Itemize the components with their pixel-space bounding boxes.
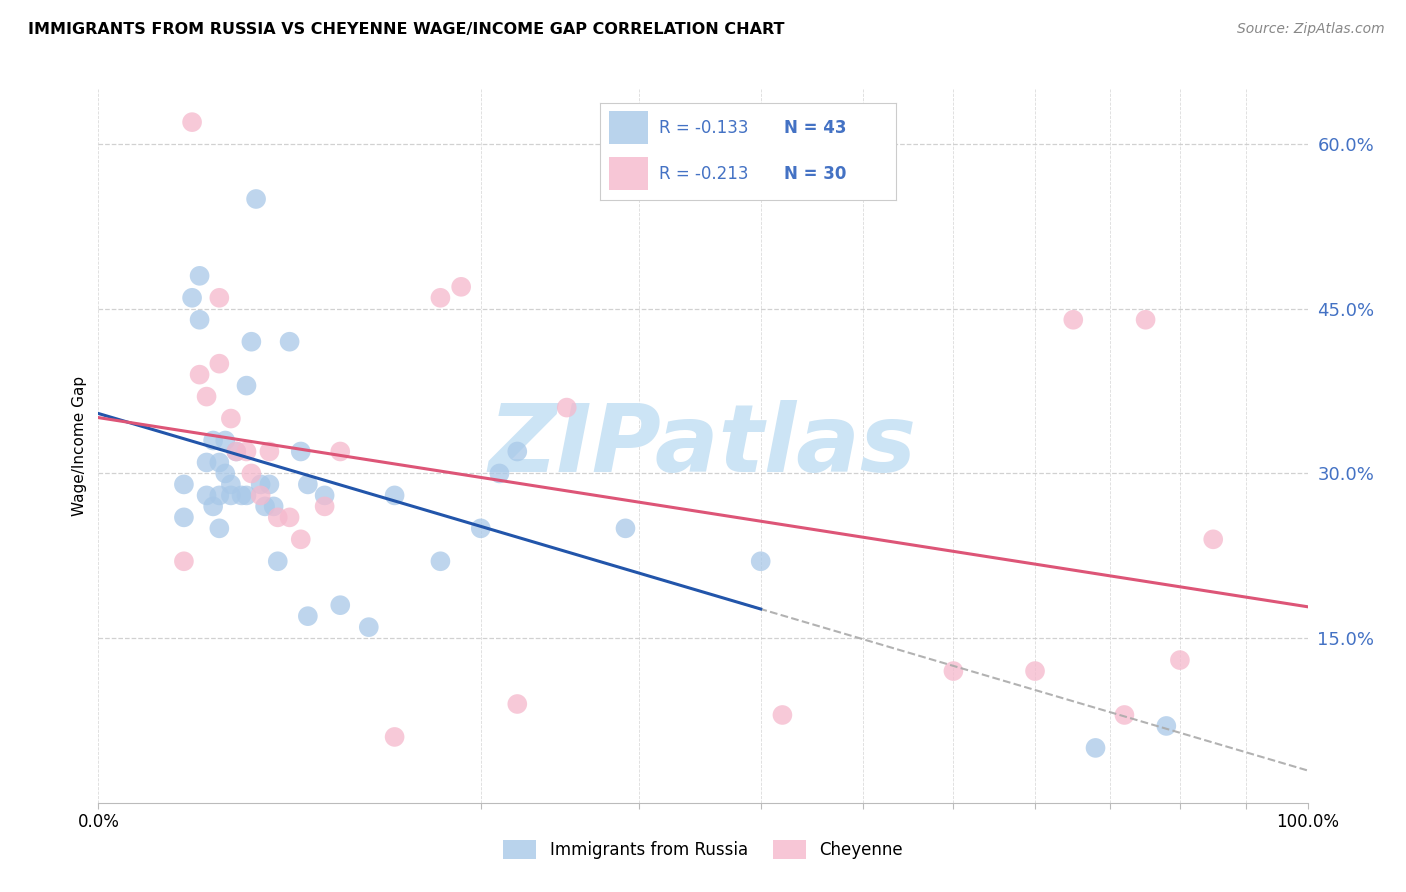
Point	[249, 477, 271, 491]
Point	[770, 708, 793, 723]
Y-axis label: Wage/Income Gap: Wage/Income Gap	[72, 376, 87, 516]
Point	[235, 444, 257, 458]
Point	[429, 291, 451, 305]
Point	[749, 554, 772, 568]
Legend: Immigrants from Russia, Cheyenne: Immigrants from Russia, Cheyenne	[496, 833, 910, 866]
Point	[314, 500, 336, 514]
Point	[225, 444, 247, 458]
Point	[259, 477, 281, 491]
Text: IMMIGRANTS FROM RUSSIA VS CHEYENNE WAGE/INCOME GAP CORRELATION CHART: IMMIGRANTS FROM RUSSIA VS CHEYENNE WAGE/…	[28, 22, 785, 37]
Point	[219, 411, 242, 425]
Point	[357, 620, 380, 634]
Point	[173, 554, 195, 568]
Point	[231, 488, 253, 502]
Point	[195, 488, 218, 502]
Point	[1156, 719, 1178, 733]
Point	[297, 477, 319, 491]
Point	[202, 434, 225, 448]
Point	[173, 510, 195, 524]
Point	[278, 510, 301, 524]
Point	[267, 510, 290, 524]
Point	[214, 467, 236, 481]
Point	[450, 280, 472, 294]
Point	[429, 554, 451, 568]
Point	[470, 521, 492, 535]
Point	[188, 312, 211, 326]
Point	[235, 488, 257, 502]
Point	[614, 521, 637, 535]
Point	[384, 488, 406, 502]
Point	[488, 467, 510, 481]
Point	[942, 664, 965, 678]
Point	[240, 467, 263, 481]
Point	[259, 444, 281, 458]
Point	[173, 477, 195, 491]
Point	[314, 488, 336, 502]
Point	[219, 488, 242, 502]
Point	[506, 444, 529, 458]
Point	[214, 434, 236, 448]
Point	[329, 444, 352, 458]
Point	[208, 455, 231, 469]
Point	[208, 488, 231, 502]
Point	[254, 500, 277, 514]
Point	[290, 444, 312, 458]
Point	[225, 444, 247, 458]
Point	[188, 368, 211, 382]
Point	[1062, 312, 1084, 326]
Point	[1024, 664, 1046, 678]
Point	[208, 357, 231, 371]
Point	[249, 488, 271, 502]
Point	[263, 500, 285, 514]
Point	[329, 598, 352, 612]
Point	[208, 291, 231, 305]
Point	[384, 730, 406, 744]
Point	[195, 390, 218, 404]
Point	[235, 378, 257, 392]
Point	[1135, 312, 1157, 326]
Point	[297, 609, 319, 624]
Point	[181, 291, 204, 305]
Point	[1168, 653, 1191, 667]
Point	[188, 268, 211, 283]
Point	[202, 500, 225, 514]
Point	[506, 697, 529, 711]
Point	[278, 334, 301, 349]
Point	[290, 533, 312, 547]
Point	[181, 115, 204, 129]
Point	[555, 401, 578, 415]
Point	[1084, 740, 1107, 755]
Text: Source: ZipAtlas.com: Source: ZipAtlas.com	[1237, 22, 1385, 37]
Point	[219, 477, 242, 491]
Point	[245, 192, 267, 206]
Text: ZIPatlas: ZIPatlas	[489, 400, 917, 492]
Point	[267, 554, 290, 568]
Point	[195, 455, 218, 469]
Point	[1114, 708, 1136, 723]
Point	[240, 334, 263, 349]
Point	[1202, 533, 1225, 547]
Point	[208, 521, 231, 535]
